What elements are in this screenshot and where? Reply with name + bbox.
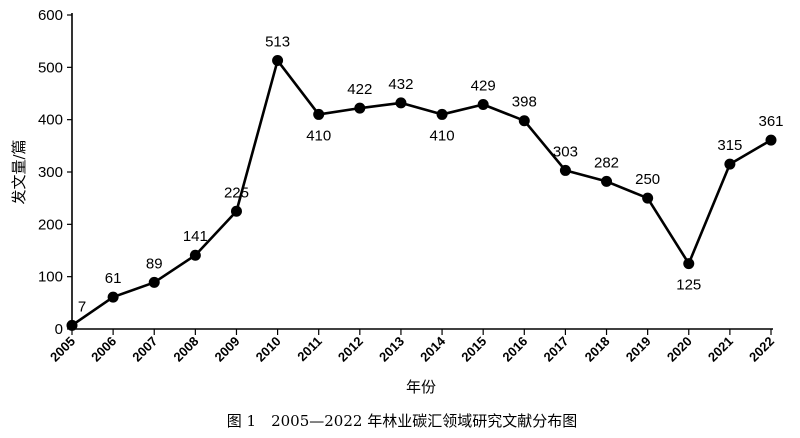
data-point: [477, 98, 489, 110]
data-label: 225: [224, 184, 249, 201]
x-ticks: 2005 2006 2007 2008 2009 2010 2011 2012 2013 2014…: [47, 329, 777, 365]
data-point: [148, 276, 160, 288]
data-point: [642, 192, 654, 204]
x-tick-label: 2021: [705, 334, 736, 365]
data-label: 410: [306, 127, 331, 144]
data-label: 61: [105, 270, 122, 287]
x-tick-label: 2018: [582, 334, 613, 365]
data-point: [272, 55, 284, 67]
x-tick-label: 2006: [88, 334, 119, 365]
x-tick-label: 2012: [335, 334, 366, 365]
data-label: 429: [471, 77, 496, 94]
data-point: [436, 108, 448, 120]
y-axis-label: 发文量/篇: [10, 139, 28, 204]
data-label: 7: [78, 298, 86, 315]
x-tick-label: 2009: [212, 334, 243, 365]
data-point: [518, 115, 530, 127]
data-point: [230, 205, 242, 217]
data-point: [354, 102, 366, 114]
data-label: 141: [183, 228, 208, 245]
x-tick-label: 2020: [664, 334, 695, 365]
x-tick-label: 2015: [458, 334, 489, 365]
data-label: 422: [347, 81, 372, 98]
axes: [71, 13, 773, 330]
x-tick-label: 2013: [376, 334, 407, 365]
data-label: 282: [594, 154, 619, 171]
data-point: [313, 108, 325, 120]
x-tick-label: 2010: [253, 334, 284, 365]
y-tick-label: 500: [38, 59, 63, 76]
x-tick-label: 2007: [129, 334, 160, 365]
data-label: 315: [717, 137, 742, 154]
x-tick-label: 2016: [499, 334, 530, 365]
y-tick-label: 0: [55, 321, 63, 338]
x-tick-label: 2014: [417, 333, 449, 365]
data-label: 410: [430, 127, 455, 144]
data-point: [601, 175, 613, 187]
data-label: 432: [388, 76, 413, 93]
y-tick-label: 200: [38, 216, 63, 233]
data-point: [559, 164, 571, 176]
x-tick-label: 2022: [746, 334, 777, 365]
data-label: 513: [265, 34, 290, 51]
data-point: [189, 249, 201, 261]
x-tick-label: 2008: [170, 334, 201, 365]
data-point: [683, 258, 695, 270]
y-ticks: 0 100 200 300 400 500 600: [38, 7, 72, 338]
data-point: [765, 134, 777, 146]
data-label: 398: [512, 94, 537, 111]
data-point: [724, 158, 736, 170]
series: [66, 55, 777, 331]
x-axis-label: 年份: [406, 378, 436, 396]
data-label: 125: [676, 277, 701, 294]
data-point: [66, 319, 78, 331]
data-labels: 7 61 89 141 225 513 410 422 432 410 429 398 303 282 25…: [78, 34, 784, 316]
data-label: 303: [553, 143, 578, 160]
data-label: 250: [635, 171, 660, 188]
x-tick-label: 2019: [623, 334, 654, 365]
y-tick-label: 400: [38, 112, 63, 129]
data-point: [395, 97, 407, 109]
x-tick-label: 2005: [47, 334, 78, 365]
series-line: [71, 59, 772, 327]
x-tick-label: 2017: [540, 334, 571, 365]
data-label: 89: [146, 255, 163, 272]
x-tick-label: 2011: [294, 334, 325, 365]
y-tick-label: 600: [38, 7, 63, 24]
chart-title: 图 1 2005—2022 年林业碳汇领域研究文献分布图: [227, 412, 577, 430]
y-tick-label: 100: [38, 269, 63, 286]
y-tick-label: 300: [38, 164, 63, 181]
data-point: [107, 291, 119, 303]
data-label: 361: [758, 113, 783, 130]
